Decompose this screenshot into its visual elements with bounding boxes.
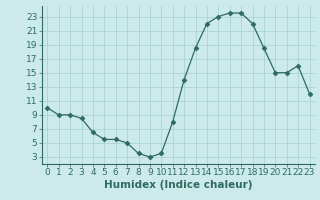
X-axis label: Humidex (Indice chaleur): Humidex (Indice chaleur) [104,180,253,190]
